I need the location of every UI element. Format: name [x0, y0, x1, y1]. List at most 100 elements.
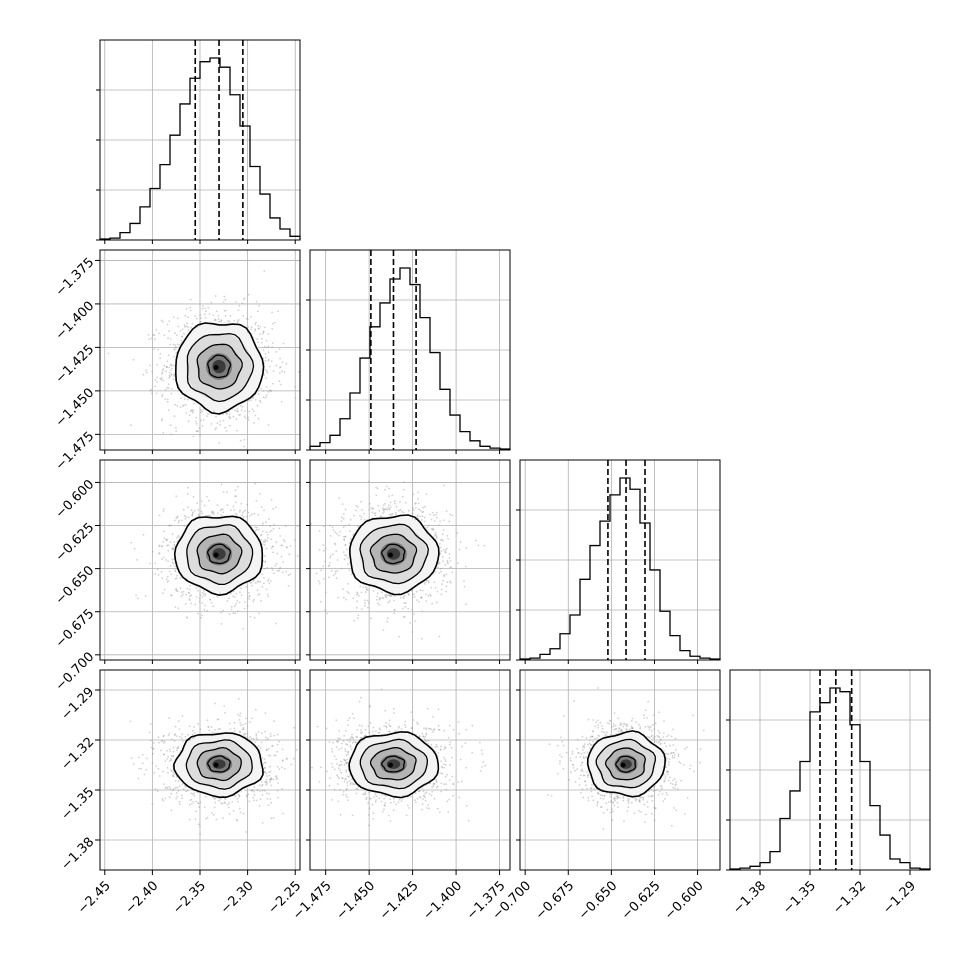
scatter-point: [247, 416, 250, 419]
scatter-point: [259, 580, 261, 583]
scatter-point: [243, 297, 246, 300]
scatter-point: [238, 414, 240, 416]
scatter-point: [284, 525, 287, 527]
scatter-point: [170, 809, 173, 812]
scatter-point: [194, 818, 197, 821]
scatter-point: [170, 770, 173, 772]
scatter-point: [195, 420, 197, 423]
scatter-point: [400, 597, 402, 599]
scatter-point: [220, 611, 223, 614]
scatter-point: [294, 397, 297, 399]
scatter-point: [203, 504, 206, 507]
scatter-point: [247, 293, 250, 296]
scatter-point: [181, 593, 184, 596]
scatter-point: [279, 383, 282, 386]
scatter-point: [349, 518, 352, 521]
scatter-point: [331, 553, 334, 556]
scatter-point: [189, 595, 191, 597]
scatter-point: [189, 410, 192, 413]
scatter-point: [269, 531, 271, 533]
scatter-point: [161, 577, 164, 580]
scatter-point: [138, 767, 141, 770]
histogram-panel: [306, 250, 511, 451]
scatter-point: [409, 622, 411, 624]
scatter-point: [160, 319, 163, 322]
scatter-point: [136, 559, 138, 561]
scatter-point: [433, 520, 436, 522]
scatter-point: [367, 606, 369, 609]
scatter-point: [236, 408, 239, 410]
scatter-point: [281, 766, 283, 769]
scatter-point: [264, 359, 267, 362]
scatter-point: [267, 754, 270, 757]
scatter-point: [207, 726, 210, 728]
scatter-point: [260, 337, 263, 340]
scatter-point: [427, 580, 430, 582]
scatter-point: [350, 573, 353, 576]
scatter-point: [384, 488, 387, 491]
scatter-point: [237, 319, 240, 321]
scatter-point: [185, 593, 187, 596]
scatter-point: [355, 509, 357, 512]
scatter-point: [363, 518, 366, 521]
scatter-point: [289, 545, 292, 547]
scatter-point: [342, 517, 345, 520]
scatter-point: [222, 609, 225, 612]
scatter-point: [265, 736, 267, 739]
scatter-point: [275, 364, 278, 367]
panel-frame: [309, 249, 511, 451]
scatter-point: [193, 510, 196, 512]
scatter-point: [234, 301, 237, 303]
scatter-point: [445, 585, 448, 587]
scatter-point: [261, 543, 264, 546]
scatter-point: [271, 328, 274, 330]
scatter-point: [253, 799, 256, 802]
scatter-point: [176, 536, 178, 539]
scatter-point: [187, 329, 190, 331]
scatter-point: [242, 723, 244, 726]
scatter-point: [250, 399, 252, 402]
scatter-point: [366, 599, 369, 602]
scatter-point: [159, 377, 162, 380]
scatter-point: [343, 558, 346, 561]
scatter-point: [287, 574, 290, 576]
scatter-point: [175, 351, 178, 354]
scatter-point: [195, 317, 198, 320]
scatter-point: [256, 404, 259, 407]
scatter-point: [262, 396, 265, 399]
scatter-point: [189, 306, 192, 309]
scatter-point: [347, 583, 349, 585]
scatter-point: [280, 544, 283, 547]
scatter-point: [169, 338, 172, 340]
scatter-point: [178, 519, 180, 522]
scatter-point: [214, 319, 217, 322]
scatter-point: [180, 336, 183, 338]
scatter-point: [416, 515, 419, 518]
scatter-point: [175, 735, 178, 738]
scatter-point: [237, 713, 240, 716]
scatter-point: [463, 585, 466, 588]
scatter-point: [377, 504, 380, 507]
scatter-point: [145, 369, 147, 372]
scatter-point: [222, 491, 225, 493]
scatter-point: [379, 597, 381, 599]
scatter-point: [169, 750, 172, 753]
scatter-point: [267, 536, 269, 539]
scatter-point: [436, 590, 439, 593]
scatter-point: [447, 538, 449, 540]
scatter-point: [346, 548, 348, 551]
scatter-point: [254, 526, 257, 528]
scatter-point: [215, 310, 218, 313]
scatter-point: [441, 555, 444, 558]
scatter-point: [432, 511, 434, 514]
scatter-point: [438, 572, 441, 574]
scatter-point: [272, 545, 275, 548]
scatter-point: [247, 326, 250, 329]
scatter-point: [138, 756, 140, 759]
scatter-point: [434, 513, 437, 516]
scatter-point: [241, 302, 244, 305]
scatter-point: [444, 551, 447, 554]
scatter-point: [342, 513, 345, 515]
scatter-point: [398, 635, 401, 638]
scatter-point: [170, 373, 173, 376]
